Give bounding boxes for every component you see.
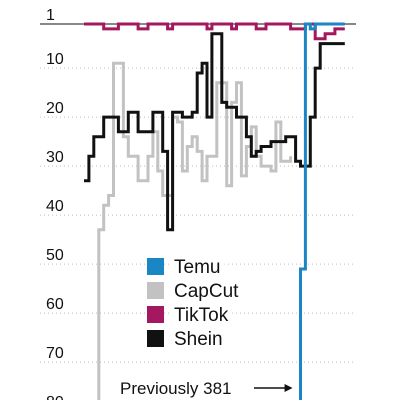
legend-label-temu: Temu: [174, 257, 220, 278]
annotation: Previously 381: [120, 379, 293, 398]
y-tick-label-80: 80: [46, 394, 64, 400]
y-tick-label-50: 50: [46, 247, 64, 264]
legend-label-bg-temu: [170, 257, 225, 277]
legend-label-tiktok: TikTok: [174, 305, 229, 326]
y-tick-label-1: 1: [46, 7, 55, 24]
series-line-temu: [299, 22, 345, 400]
legend-swatch-tiktok: [147, 306, 164, 323]
legend-label-bg-capcut: [170, 281, 243, 301]
legend-swatch-shein: [147, 330, 164, 347]
annotation-previously-381: Previously 381: [120, 379, 232, 398]
y-tick-label-30: 30: [46, 149, 64, 166]
legend-label-bg-shein: [170, 329, 227, 349]
series-line-shein: [84, 32, 345, 232]
legend: Temu CapCut TikTok Shein: [147, 257, 243, 350]
y-tick-label-20: 20: [46, 100, 64, 117]
legend-label-bg-tiktok: [170, 305, 233, 325]
legend-swatch-temu: [147, 258, 164, 275]
y-axis-tick-labels: 1 10 20 30 40 50 60 70 80: [46, 7, 64, 400]
annotation-arrow-head: [284, 384, 293, 392]
series-lines: [84, 22, 345, 400]
y-tick-label-40: 40: [46, 198, 64, 215]
y-tick-label-60: 60: [46, 296, 64, 313]
y-tick-label-70: 70: [46, 345, 64, 362]
legend-label-shein: Shein: [174, 329, 223, 350]
legend-swatch-capcut: [147, 282, 164, 299]
legend-label-capcut: CapCut: [174, 281, 239, 302]
y-tick-label-10: 10: [46, 51, 64, 68]
